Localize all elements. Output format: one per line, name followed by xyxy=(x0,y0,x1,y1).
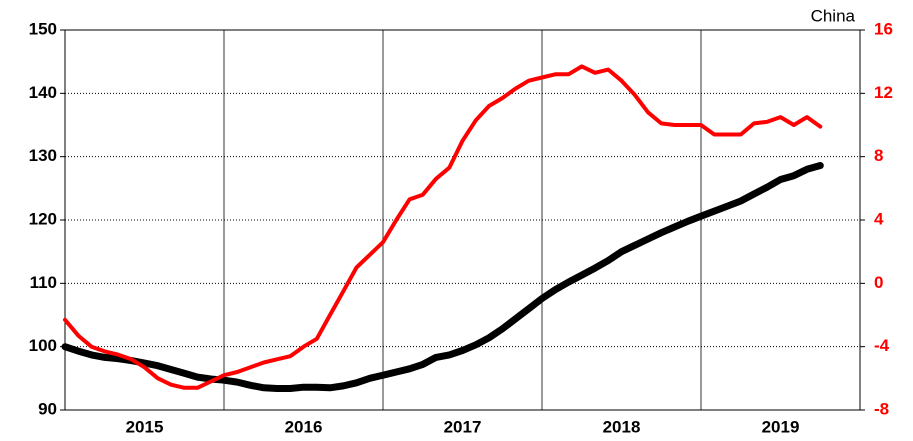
chart-title: China xyxy=(811,6,856,25)
y2-tick-label: 0 xyxy=(874,273,883,292)
y-tick-label: 130 xyxy=(29,146,57,165)
x-tick-label: 2016 xyxy=(285,417,323,436)
x-tick-label: 2015 xyxy=(126,417,164,436)
y-tick-label: 120 xyxy=(29,209,57,228)
y-tick-label: 140 xyxy=(29,83,57,102)
y2-tick-label: 8 xyxy=(874,146,883,165)
y-tick-label: 150 xyxy=(29,19,57,38)
y2-tick-label: -8 xyxy=(874,399,889,418)
y-tick-label: 100 xyxy=(29,336,57,355)
x-tick-label: 2017 xyxy=(444,417,482,436)
y2-tick-label: -4 xyxy=(874,336,890,355)
x-tick-label: 2018 xyxy=(603,417,641,436)
y2-tick-label: 4 xyxy=(874,209,884,228)
y2-tick-label: 12 xyxy=(874,83,893,102)
series-line xyxy=(63,64,823,390)
plot-frame xyxy=(64,29,861,411)
y-tick-label: 110 xyxy=(30,273,57,292)
series-line xyxy=(61,162,824,392)
y2-tick-label: 16 xyxy=(874,19,893,38)
x-tick-label: 2019 xyxy=(762,417,800,436)
y-tick-label: 90 xyxy=(38,399,57,418)
